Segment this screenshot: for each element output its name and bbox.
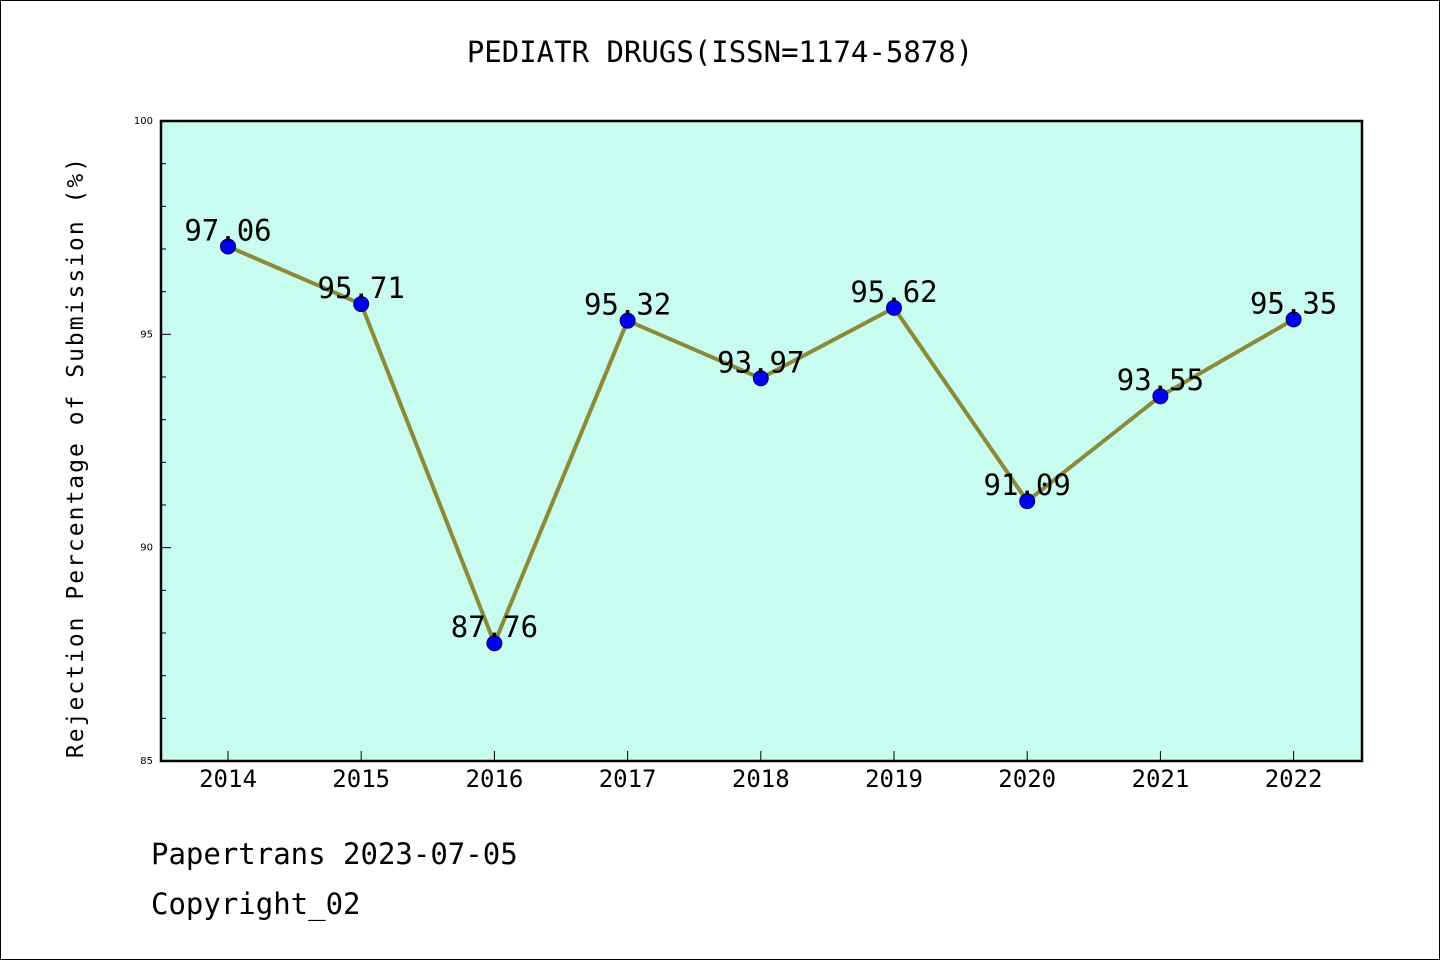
- chart-title: PEDIATR DRUGS(ISSN=1174-5878): [466, 35, 974, 69]
- footer-papertrans-date: Papertrans 2023-07-05: [151, 837, 518, 871]
- footer-copyright: Copyright_02: [151, 887, 361, 921]
- data-point-marker: [619, 312, 636, 329]
- data-point-marker: [353, 296, 370, 313]
- data-point-marker: [1285, 311, 1302, 328]
- data-label: 93.55: [1117, 363, 1204, 397]
- data-label: 95.32: [584, 288, 671, 322]
- x-tick-label: 2022: [1265, 765, 1323, 793]
- y-tick-label: 85: [140, 756, 153, 767]
- data-markers: [220, 238, 1302, 652]
- data-point-marker: [486, 635, 503, 652]
- y-tick-label: 100: [134, 116, 153, 127]
- data-point-marker: [1019, 493, 1036, 510]
- x-tick-label: 2017: [599, 765, 657, 793]
- data-point-marker: [886, 299, 902, 316]
- x-tick-label: 2016: [466, 765, 524, 793]
- data-label: 91.09: [984, 468, 1071, 502]
- data-label: 87.76: [451, 610, 538, 644]
- data-label: 95.71: [318, 271, 405, 305]
- data-point-marker: [220, 238, 236, 255]
- x-tick-label: 2018: [732, 765, 790, 793]
- axis-ticks: 85 90 95 100 2014 2015 2016 2017 2018 2019 2020 202…: [134, 116, 1323, 793]
- x-tick-label: 2021: [1132, 765, 1190, 793]
- x-tick-label: 2020: [998, 765, 1056, 793]
- plot-area: [159, 119, 1364, 763]
- y-tick-label: 95: [140, 329, 153, 340]
- data-point-marker: [752, 370, 769, 387]
- x-tick-label: 2015: [332, 765, 390, 793]
- data-labels: 97.06 95.71 87.76 95.32 93.97 95.62 91.09 93.55…: [184, 213, 1337, 644]
- data-label: 95.62: [850, 275, 937, 309]
- data-label: 93.97: [717, 345, 804, 379]
- y-tick-label: 90: [140, 543, 153, 554]
- data-label: 95.35: [1250, 286, 1337, 320]
- data-label: 97.06: [184, 213, 271, 247]
- data-point-marker: [1152, 388, 1169, 405]
- x-tick-label: 2019: [865, 765, 923, 793]
- x-tick-label: 2014: [199, 765, 257, 793]
